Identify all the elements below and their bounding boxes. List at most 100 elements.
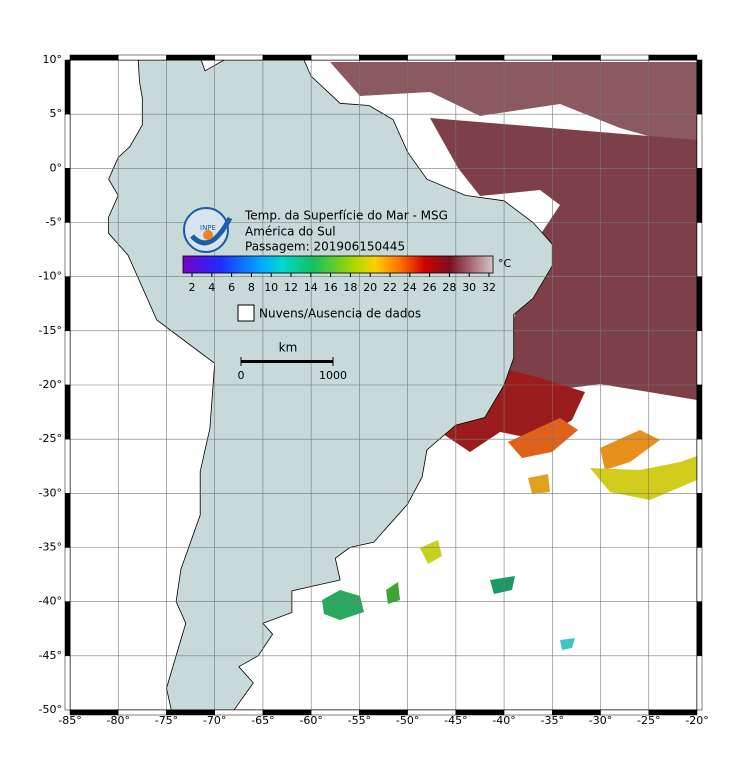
frame-segment [64, 59, 71, 115]
frame-segment [64, 330, 71, 386]
frame-segment [262, 54, 312, 61]
sst-orange [508, 418, 578, 458]
lon-label: -85° [58, 714, 81, 727]
lat-label: -45° [39, 649, 62, 662]
scale-bar [241, 360, 333, 363]
colorbar-label: 26 [423, 281, 437, 294]
lat-label: 10° [43, 53, 63, 66]
lon-label: -65° [251, 714, 274, 727]
colorbar [182, 255, 494, 274]
frame-segment [64, 384, 71, 440]
frame-segment [64, 276, 71, 332]
sst-yellow-2 [420, 540, 442, 564]
lat-label: -50° [39, 703, 62, 716]
colorbar-label: 6 [228, 281, 235, 294]
lat-label: -30° [39, 486, 62, 499]
colorbar-label: 32 [482, 281, 496, 294]
colorbar-label: 14 [304, 281, 318, 294]
frame-segment [503, 54, 553, 61]
lon-label: -50° [396, 714, 419, 727]
lon-label: -75° [155, 714, 178, 727]
sst-green-2 [386, 582, 400, 604]
frame-segment [696, 438, 703, 494]
sst-maroon-north [330, 62, 697, 150]
frame-segment [648, 54, 698, 61]
lon-label: -55° [348, 714, 371, 727]
frame-segment [117, 54, 167, 61]
frame-segment [696, 59, 703, 115]
logo: INPE [183, 207, 233, 253]
colorbar-ticks: 2 4 6 8 10 12 14 16 18 20 22 24 26 28 30 32 [189, 273, 496, 294]
frame-segment [696, 113, 703, 169]
scale-label: 0 [238, 369, 245, 382]
colorbar-label: 20 [363, 281, 377, 294]
frame-segment [696, 330, 703, 386]
scale-unit: km [279, 341, 298, 355]
frame-ticks [64, 54, 703, 716]
frame-segment [64, 601, 71, 657]
frame-segment [407, 54, 457, 61]
sst-cyan [560, 638, 575, 650]
sst-yellow-3 [528, 474, 550, 494]
logo-text: INPE [200, 224, 216, 232]
colorbar-label: 10 [264, 281, 278, 294]
sst-green [322, 590, 364, 620]
legend-swatch [237, 304, 255, 322]
colorbar-label: 16 [324, 281, 338, 294]
title: Temp. da Superfície do Mar - MSG [244, 209, 448, 223]
lon-label: -70° [203, 714, 226, 727]
frame-segment [64, 168, 71, 223]
lat-label: -20° [39, 378, 62, 391]
map-body [70, 60, 697, 710]
sst-maroon [430, 118, 697, 400]
sst-yellow [590, 456, 697, 500]
colorbar-label: 24 [403, 281, 417, 294]
frame-segment [696, 493, 703, 548]
lon-label: -80° [106, 714, 129, 727]
sst-orange-2 [600, 430, 660, 470]
frame-segment [64, 493, 71, 548]
colorbar-label: 22 [383, 281, 397, 294]
lat-label: -40° [39, 595, 62, 608]
lat-label: -10° [39, 270, 62, 283]
lat-label: 0° [50, 161, 63, 174]
lon-label: -40° [492, 714, 515, 727]
frame-segment [64, 438, 71, 494]
frame-segment [600, 54, 650, 61]
lat-label: -5° [46, 216, 62, 229]
frame-segment [552, 54, 601, 61]
frame-segment [69, 54, 119, 61]
frame-segment [214, 54, 264, 61]
frame-segment [696, 655, 703, 711]
frame-segment [64, 222, 71, 277]
lon-label: -45° [444, 714, 467, 727]
lat-label: -25° [39, 432, 62, 445]
lon-label: -25° [637, 714, 660, 727]
lat-label: 5° [50, 107, 63, 120]
sst-green-3 [490, 576, 515, 594]
lon-label: -35° [541, 714, 564, 727]
colorbar-label: 8 [248, 281, 255, 294]
frame-segment [359, 54, 408, 61]
colorbar-unit: °C [498, 257, 512, 270]
frame-segment [64, 547, 71, 602]
lat-label: -35° [39, 541, 62, 554]
region: América do Sul [245, 225, 336, 239]
frame-segment [166, 54, 215, 61]
colorbar-label: 18 [343, 281, 357, 294]
frame-segment [696, 601, 703, 657]
frame-segment [64, 113, 71, 169]
frame-segment [696, 384, 703, 440]
scale-label: 1000 [319, 369, 347, 382]
frame-segment [64, 655, 71, 711]
lon-label: -20° [685, 714, 708, 727]
colorbar-label: 12 [284, 281, 298, 294]
frame-segment [455, 54, 505, 61]
scale-ticks: 0 1000 [238, 357, 347, 382]
legend-label: Nuvens/Ausencia de dados [259, 307, 421, 321]
colorbar-label: 28 [442, 281, 456, 294]
lon-label: -60° [299, 714, 322, 727]
colorbar-label: 30 [462, 281, 476, 294]
